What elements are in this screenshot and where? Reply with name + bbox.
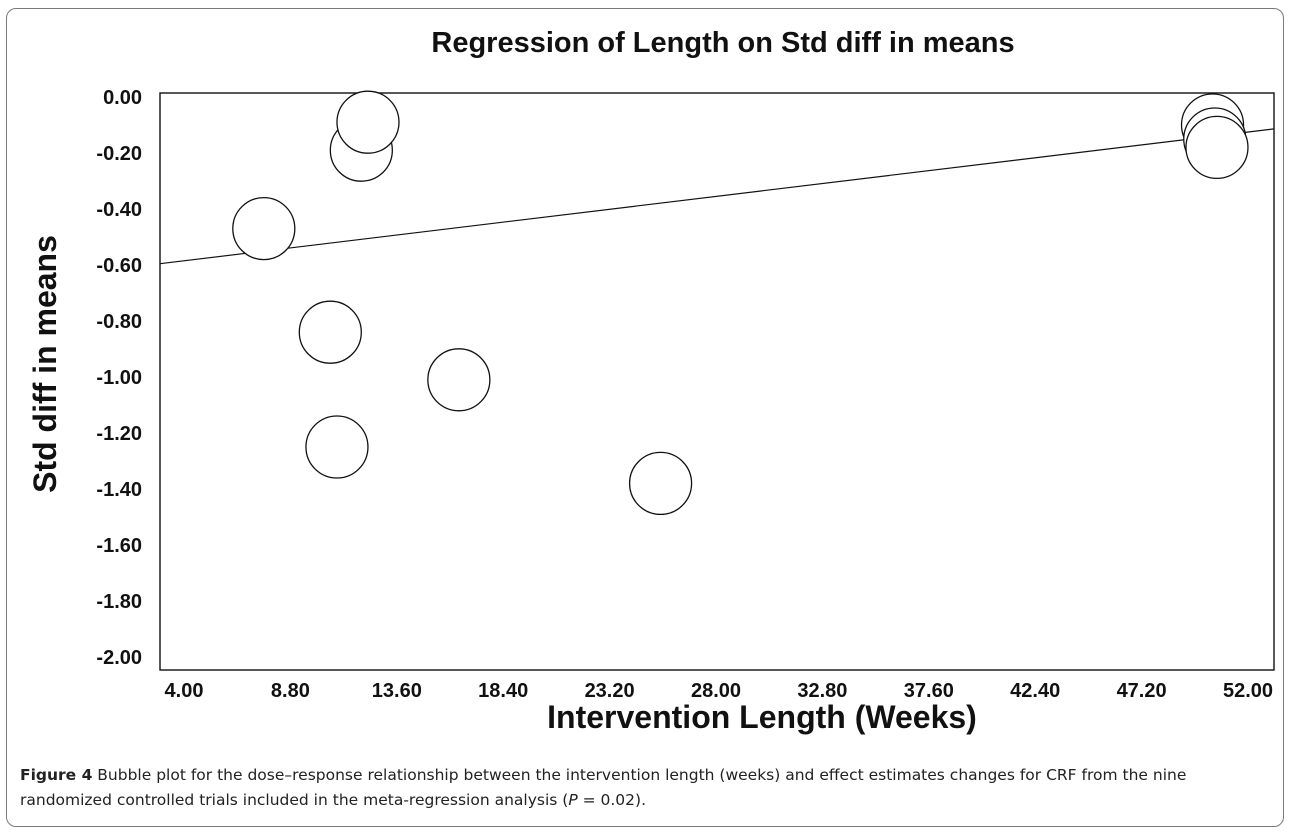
caption-p-value: = 0.02). [577,791,646,809]
x-tick-label: 18.40 [478,680,528,702]
x-tick-label: 52.00 [1223,680,1273,702]
caption-label: Figure 4 [20,766,93,784]
y-tick-label: -0.40 [96,199,142,221]
bubble [232,196,296,261]
bubble [427,348,491,412]
x-tick-label: 37.60 [904,680,954,702]
plot-area [159,92,1275,671]
x-tick-label: 13.60 [372,680,422,702]
figure-caption: Figure 4 Bubble plot for the dose–respon… [20,763,1275,813]
bubble [628,451,693,516]
y-axis-ticks: 0.00 -0.20 -0.40 -0.60 -0.80 -1.00 -1.20 -1.40 -… [96,87,142,669]
figure-frame [6,8,1284,827]
x-tick-label: 4.00 [165,680,204,702]
x-axis-ticks: 4.00 8.80 13.60 18.40 23.20 28.00 32.80 37.60 42… [165,680,1274,702]
bubble [305,415,369,479]
y-tick-label: 0.00 [103,87,142,109]
bubble [1185,115,1249,180]
y-tick-label: -1.80 [96,591,142,613]
bubble [298,300,362,364]
bubble-plot: Regression of Length on Std diff in mean… [27,27,1275,735]
x-tick-label: 32.80 [797,680,847,702]
x-axis-label: Intervention Length (Weeks) [547,699,977,735]
y-tick-label: -1.00 [96,367,142,389]
x-tick-label: 47.20 [1117,680,1167,702]
y-tick-label: -1.20 [96,423,142,445]
x-tick-label: 28.00 [691,680,741,702]
y-tick-label: -0.20 [96,143,142,165]
bubble [336,90,400,154]
caption-text: Bubble plot for the dose–response relati… [20,766,1187,809]
caption-p-symbol: P [568,791,578,809]
bubbles [232,90,1249,516]
y-axis-label: Std diff in means [27,235,63,493]
y-tick-label: -0.80 [96,311,142,333]
x-tick-label: 23.20 [585,680,635,702]
y-tick-label: -1.40 [96,479,142,501]
y-tick-label: -2.00 [96,647,142,669]
y-tick-label: -0.60 [96,255,142,277]
chart-title: Regression of Length on Std diff in mean… [431,27,1014,59]
regression-line [159,128,1275,265]
x-tick-label: 42.40 [1010,680,1060,702]
y-tick-label: -1.60 [96,535,142,557]
x-tick-label: 8.80 [271,680,310,702]
